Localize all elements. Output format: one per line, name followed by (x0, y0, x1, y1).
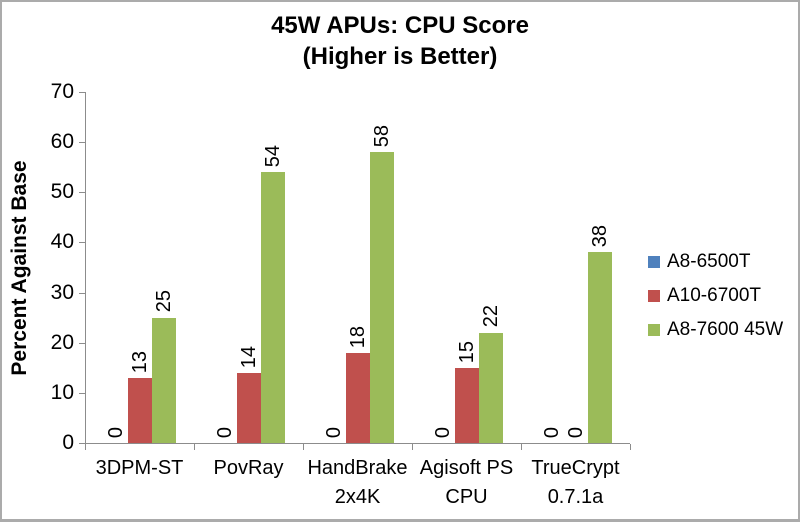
bar-value-label: 14 (238, 345, 260, 368)
y-tick-label: 40 (50, 230, 74, 253)
bar-A8-7600 45W-Agisoft PS CPU (479, 333, 503, 443)
y-tick-mark (79, 393, 85, 394)
bar-A10-6700T-Agisoft PS CPU (455, 368, 479, 443)
bar-A8-7600 45W-TrueCrypt 0.7.1a (588, 252, 612, 443)
bar-A10-6700T-HandBrake 2x4K (346, 353, 370, 443)
bar-value-label: 0 (541, 426, 563, 438)
chart-title-line-2: (Higher is Better) (302, 43, 498, 70)
bar-value-label: 13 (129, 350, 151, 373)
category-label-line: Agisoft PS (419, 457, 514, 479)
y-tick-mark (79, 443, 85, 444)
y-tick-mark (79, 92, 85, 93)
category-label-3DPM-ST: 3DPM-ST (85, 454, 194, 483)
x-tick-mark (521, 444, 522, 450)
x-tick-mark (303, 444, 304, 450)
bar-value-label: 22 (480, 305, 502, 328)
bar-value-label: 0 (105, 426, 127, 438)
category-label-line: 3DPM-ST (95, 457, 184, 479)
y-tick-mark (79, 142, 85, 143)
bar-A10-6700T-3DPM-ST (128, 378, 152, 443)
category-label-line: HandBrake (307, 457, 408, 479)
legend-swatch-icon (648, 289, 660, 302)
legend-label: A8-6500T (667, 251, 751, 272)
y-tick-label: 10 (50, 381, 74, 404)
y-tick-label: 60 (50, 130, 74, 153)
bar-value-label: 38 (589, 225, 611, 248)
category-label-line: TrueCrypt (531, 457, 620, 479)
category-label-line: CPU (445, 486, 488, 508)
y-tick-mark (79, 343, 85, 344)
legend-item-A10-6700T: A10-6700T (648, 285, 783, 306)
legend-label: A8-7600 45W (667, 319, 784, 340)
legend-swatch-icon (648, 323, 660, 336)
bar-A10-6700T-PovRay (237, 373, 261, 443)
category-label-HandBrake 2x4K: HandBrake 2x4K (303, 454, 412, 512)
bar-value-label: 0 (323, 426, 345, 438)
y-tick-mark (79, 293, 85, 294)
x-tick-mark (412, 444, 413, 450)
legend-item-A8-6500T: A8-6500T (648, 251, 783, 272)
legend-item-A8-7600 45W: A8-7600 45W (648, 319, 783, 340)
y-tick-label: 50 (50, 180, 74, 203)
y-tick-mark (79, 242, 85, 243)
bar-A8-7600 45W-3DPM-ST (152, 318, 176, 443)
legend-label: A10-6700T (667, 285, 762, 306)
bar-A8-7600 45W-PovRay (261, 172, 285, 443)
y-tick-label: 0 (62, 431, 74, 454)
category-label-Agisoft PS CPU: Agisoft PS CPU (412, 454, 521, 512)
bar-value-label: 54 (262, 144, 284, 168)
bar-value-label: 0 (565, 426, 587, 438)
bar-value-label: 0 (432, 426, 454, 438)
y-tick-label: 70 (50, 80, 74, 103)
legend: A8-6500T A10-6700T A8-7600 45W (648, 251, 783, 353)
y-tick-label: 20 (50, 331, 74, 354)
x-axis-line (85, 443, 630, 444)
bar-value-label: 18 (347, 325, 369, 348)
category-label-line: 2x4K (334, 486, 381, 508)
x-tick-mark (194, 444, 195, 450)
category-label-TrueCrypt 0.7.1a: TrueCrypt 0.7.1a (521, 454, 630, 512)
category-label-line: 0.7.1a (547, 486, 604, 508)
bar-value-label: 15 (456, 340, 478, 363)
bar-value-label: 0 (214, 426, 236, 438)
x-tick-mark (85, 444, 86, 450)
y-tick-mark (79, 192, 85, 193)
chart-title-line-1: 45W APUs: CPU Score (271, 12, 529, 39)
y-axis-line (85, 92, 86, 444)
category-label-PovRay: PovRay (194, 454, 303, 483)
y-tick-label: 30 (50, 281, 74, 304)
bar-value-label: 58 (371, 124, 393, 148)
bar-value-label: 25 (153, 290, 175, 313)
bar-A8-7600 45W-HandBrake 2x4K (370, 152, 394, 443)
chart-title: 45W APUs: CPU Score (Higher is Better) (0, 10, 800, 72)
category-label-line: PovRay (213, 457, 284, 479)
legend-swatch-icon (648, 255, 660, 268)
x-tick-mark (630, 444, 631, 450)
